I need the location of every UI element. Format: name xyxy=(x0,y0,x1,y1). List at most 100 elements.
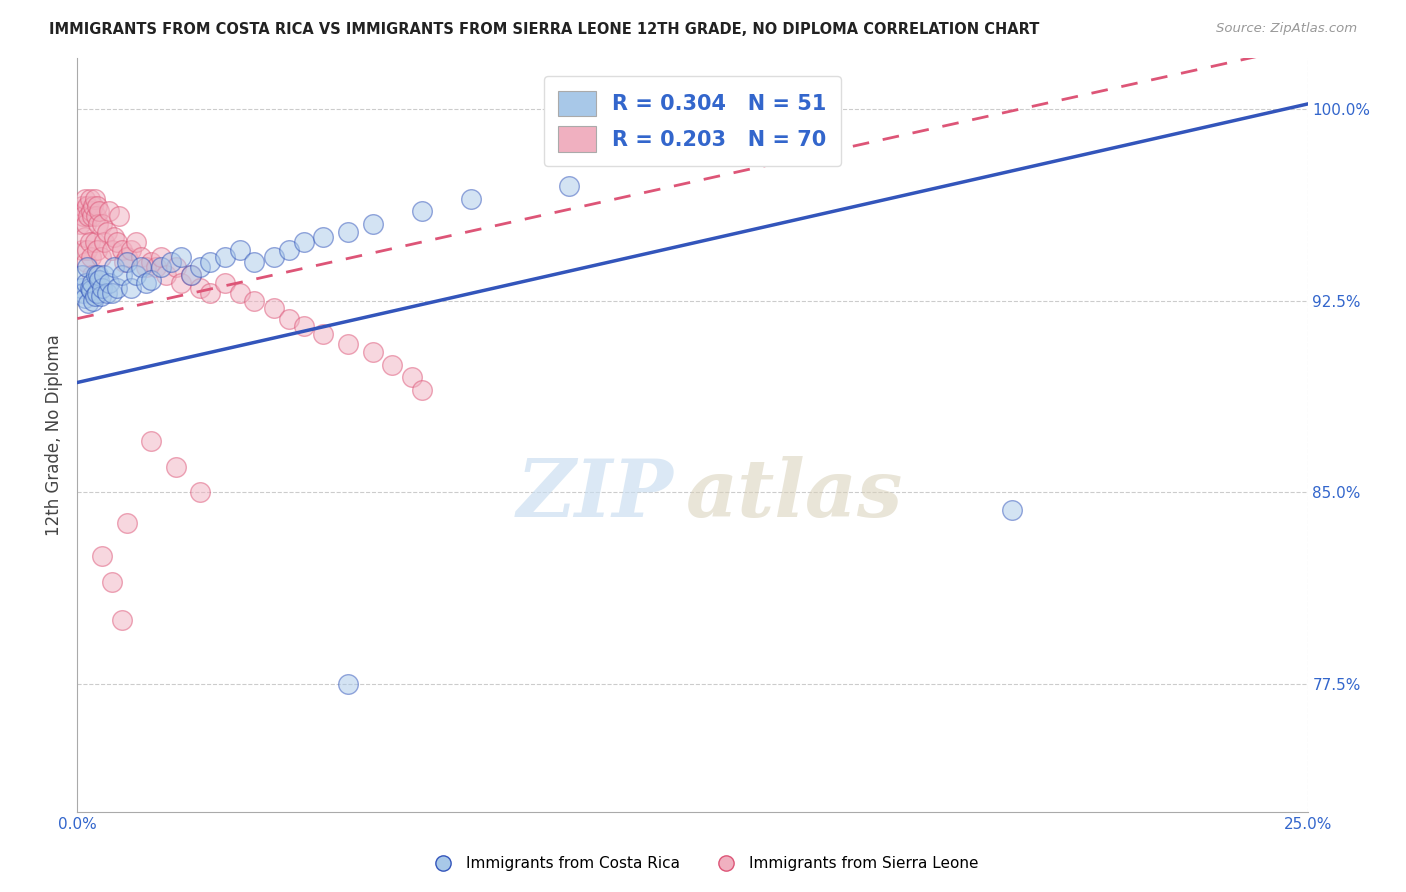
Point xyxy=(243,293,266,308)
Point xyxy=(361,217,384,231)
Point xyxy=(292,235,315,249)
Point xyxy=(72,210,94,224)
Point xyxy=(312,326,335,341)
Point xyxy=(101,243,124,257)
Point xyxy=(73,192,96,206)
Text: IMMIGRANTS FROM COSTA RICA VS IMMIGRANTS FROM SIERRA LEONE 12TH GRADE, NO DIPLOM: IMMIGRANTS FROM COSTA RICA VS IMMIGRANTS… xyxy=(49,22,1039,37)
Point xyxy=(82,276,104,290)
Point xyxy=(115,255,138,269)
Point xyxy=(228,243,252,257)
Point xyxy=(84,210,107,224)
Text: ZIP: ZIP xyxy=(517,457,673,534)
Point xyxy=(90,288,112,302)
Point xyxy=(105,235,128,249)
Point xyxy=(98,276,121,290)
Point xyxy=(243,255,266,269)
Point xyxy=(77,210,100,224)
Point xyxy=(76,243,98,257)
Point xyxy=(98,204,121,219)
Point xyxy=(263,301,285,316)
Point xyxy=(180,268,202,282)
Point xyxy=(135,260,157,275)
Point xyxy=(96,225,118,239)
Point xyxy=(70,243,93,257)
Point xyxy=(73,230,96,244)
Point xyxy=(129,250,153,264)
Point xyxy=(82,199,104,213)
Point xyxy=(155,268,177,282)
Point xyxy=(121,281,143,295)
Point xyxy=(170,276,193,290)
Point xyxy=(401,370,423,384)
Point xyxy=(292,319,315,334)
Point xyxy=(75,255,97,269)
Point xyxy=(70,204,93,219)
Point xyxy=(90,281,114,295)
Point xyxy=(188,485,212,500)
Point xyxy=(312,230,335,244)
Point xyxy=(115,250,138,264)
Point xyxy=(86,199,108,213)
Text: atlas: atlas xyxy=(686,457,904,534)
Point xyxy=(150,250,173,264)
Point xyxy=(101,574,124,589)
Point xyxy=(87,217,110,231)
Point xyxy=(381,358,404,372)
Point xyxy=(337,337,360,351)
Point xyxy=(90,549,114,564)
Text: Source: ZipAtlas.com: Source: ZipAtlas.com xyxy=(1216,22,1357,36)
Point xyxy=(82,293,104,308)
Point xyxy=(96,286,118,301)
Point xyxy=(75,276,97,290)
Point xyxy=(141,434,163,449)
Point xyxy=(108,210,131,224)
Point xyxy=(165,260,187,275)
Point xyxy=(90,217,114,231)
Point xyxy=(141,255,163,269)
Point xyxy=(89,204,111,219)
Point xyxy=(76,260,98,275)
Point xyxy=(83,235,105,249)
Point xyxy=(80,284,103,298)
Point xyxy=(337,225,360,239)
Point xyxy=(411,383,433,397)
Point xyxy=(93,268,115,282)
Point xyxy=(141,273,163,287)
Point xyxy=(150,260,173,275)
Point xyxy=(86,243,108,257)
Point xyxy=(278,243,301,257)
Point xyxy=(79,192,101,206)
Point xyxy=(86,286,108,301)
Point xyxy=(129,260,153,275)
Point xyxy=(82,210,104,224)
Point xyxy=(80,204,103,219)
Point xyxy=(69,217,91,231)
Point xyxy=(101,286,124,301)
Point xyxy=(121,243,143,257)
Point xyxy=(125,268,148,282)
Point xyxy=(337,677,360,691)
Legend: Immigrants from Costa Rica, Immigrants from Sierra Leone: Immigrants from Costa Rica, Immigrants f… xyxy=(422,850,984,877)
Point xyxy=(188,281,212,295)
Point xyxy=(411,204,433,219)
Point xyxy=(79,281,101,295)
Point xyxy=(76,199,98,213)
Point xyxy=(188,260,212,275)
Point xyxy=(80,250,103,264)
Point xyxy=(77,296,100,310)
Point xyxy=(111,243,132,257)
Point xyxy=(1001,503,1024,517)
Legend: R = 0.304   N = 51, R = 0.203   N = 70: R = 0.304 N = 51, R = 0.203 N = 70 xyxy=(544,76,841,166)
Point xyxy=(125,235,148,249)
Point xyxy=(93,235,115,249)
Point xyxy=(263,250,285,264)
Point xyxy=(79,235,101,249)
Point xyxy=(278,311,301,326)
Point xyxy=(145,260,167,275)
Point xyxy=(83,288,105,302)
Point xyxy=(84,268,107,282)
Point xyxy=(72,286,94,301)
Point xyxy=(70,199,93,213)
Point xyxy=(111,613,132,627)
Point xyxy=(200,286,222,301)
